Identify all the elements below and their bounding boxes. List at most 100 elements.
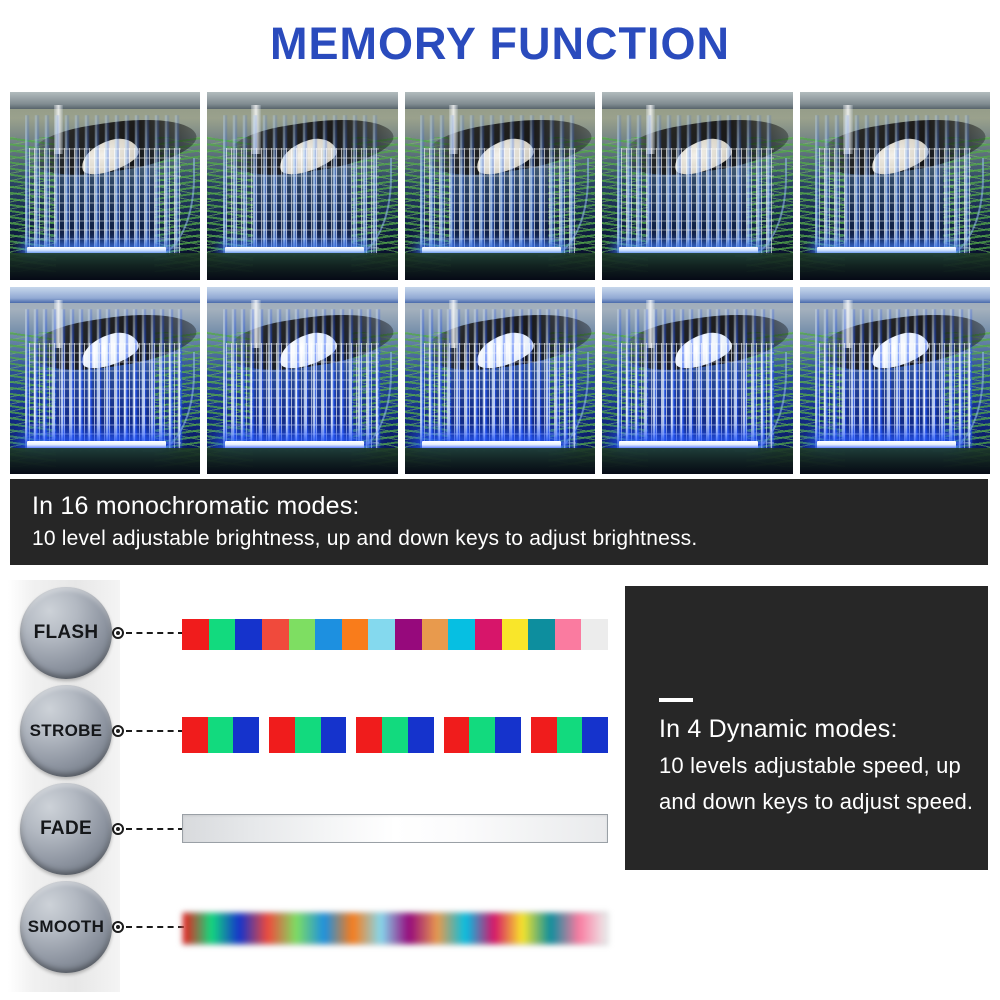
flash-color-swatch [261,619,289,650]
tank-rim [404,92,596,109]
gravel-bed [10,447,201,474]
gallery-tile [799,92,990,280]
strobe-rgb-group [443,717,521,753]
monochromatic-detail: 10 level adjustable brightness, up and d… [32,527,698,550]
tank-rim [10,286,201,304]
flash-color-swatch [368,619,395,650]
strobe-color-swatch [269,717,295,753]
strobe-mode-button[interactable]: STROBE [20,685,112,777]
dynamic-modes-heading: In 4 Dynamic modes: [659,715,898,743]
flash-color-swatch [448,619,475,650]
gallery-tile [404,92,596,280]
gallery-tile [207,92,398,280]
fade-pattern-strip [182,814,608,843]
strobe-color-swatch [356,717,383,753]
gravel-bed [10,253,201,280]
fade-mode-label: FADE [40,818,92,839]
strobe-color-swatch [556,717,583,753]
strobe-color-swatch [495,717,521,753]
connector-dashed-line [126,926,184,928]
led-bubble-bar [224,441,364,450]
smooth-mode-button[interactable]: SMOOTH [20,881,112,973]
aquarium-bubble-light-gallery [10,92,990,474]
strobe-color-swatch [233,717,260,753]
flash-connector [112,626,184,640]
flash-color-swatch [395,619,422,650]
connector-dashed-line [126,730,184,732]
tank-rim [10,92,201,109]
led-bubble-bar [816,441,956,450]
flash-color-swatch [315,619,342,650]
smooth-connector [112,920,184,934]
flash-color-swatch [208,619,236,650]
flash-color-swatch [288,619,316,650]
monochromatic-modes-band: In 16 monochromatic modes: 10 level adju… [10,479,988,565]
led-bubble-bar [27,246,167,256]
connector-dot-icon [112,823,124,835]
strobe-color-swatch [530,717,557,753]
tank-rim [404,286,596,304]
gravel-bed [207,447,398,474]
led-bubble-bar [421,246,561,256]
strobe-color-swatch [407,717,434,753]
tank-rim [799,92,990,109]
flash-color-swatch [474,619,502,650]
flash-color-swatch [528,619,555,650]
flash-color-swatch [554,619,582,650]
gallery-tile [602,92,793,280]
strobe-color-swatch [182,717,208,753]
gallery-tile [10,286,201,474]
strobe-color-swatch [469,717,496,753]
dynamic-modes-panel: In 4 Dynamic modes: 10 levels adjustable… [625,586,988,870]
strobe-color-swatch [320,717,347,753]
connector-dashed-line [126,828,184,830]
strobe-rgb-group [269,717,347,753]
smooth-gradient [183,913,607,944]
tank-rim [207,286,398,304]
flash-mode-button[interactable]: FLASH [20,587,112,679]
gravel-bed [404,447,596,474]
flash-color-swatch [421,619,449,650]
gravel-bed [602,447,793,474]
gallery-tile [404,286,596,474]
led-bubble-bar [224,246,364,256]
flash-pattern-strip [182,619,608,650]
strobe-rgb-group [530,717,609,753]
gallery-tile [602,286,793,474]
tank-rim [207,92,398,109]
flash-color-swatch [182,619,209,650]
tank-rim [602,286,793,304]
strobe-connector [112,724,184,738]
strobe-rgb-group [356,717,434,753]
page-title: MEMORY FUNCTION [270,18,730,69]
led-bubble-bar [816,246,956,256]
flash-color-swatch [235,619,262,650]
led-bubble-bar [421,441,561,450]
strobe-color-swatch [382,717,408,753]
dynamic-modes-body: 10 levels adjustable speed, up and down … [659,753,974,814]
connector-dot-icon [112,921,124,933]
gallery-tile [207,286,398,474]
strobe-color-swatch [443,717,470,753]
strobe-rgb-group [182,717,260,753]
led-bubble-bar [619,246,759,256]
panel-accent-rule [659,698,693,702]
gravel-bed [799,447,990,474]
led-bubble-bar [619,441,759,450]
strobe-color-swatch [207,717,234,753]
fade-connector [112,822,184,836]
flash-color-swatch [501,619,529,650]
gravel-bed [799,253,990,280]
connector-dot-icon [112,725,124,737]
remote-keypad-panel: FLASH STROBE FADE SMOOTH [8,580,120,992]
monochromatic-heading: In 16 monochromatic modes: [32,492,360,520]
tank-rim [799,286,990,304]
strobe-mode-label: STROBE [29,721,103,740]
gallery-tile [799,286,990,474]
fade-mode-button[interactable]: FADE [20,783,112,875]
strobe-color-swatch [294,717,321,753]
flash-color-swatch [341,619,369,650]
strobe-color-swatch [582,717,609,753]
flash-mode-label: FLASH [33,622,99,643]
strobe-pattern-strip [182,717,609,753]
